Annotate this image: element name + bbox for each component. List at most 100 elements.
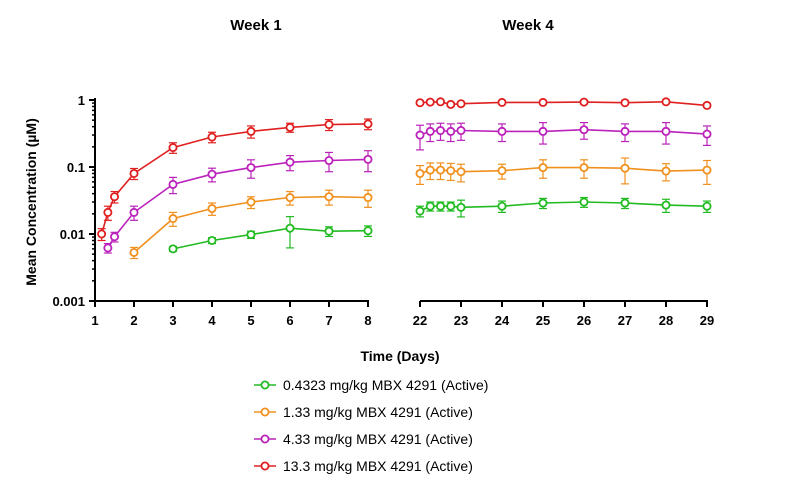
legend-swatch-marker [260, 380, 270, 390]
x-tick-label: 5 [247, 313, 254, 328]
data-point [620, 98, 630, 108]
legend-item: 0.4323 mg/kg MBX 4291 (Active) [254, 377, 488, 393]
data-point [620, 126, 630, 136]
data-point [363, 226, 373, 236]
data-point [661, 166, 671, 176]
data-point [103, 207, 113, 217]
data-point [579, 97, 589, 107]
data-point [661, 126, 671, 136]
x-tick-label: 26 [577, 313, 591, 328]
data-point [446, 99, 456, 109]
legend-label: 0.4323 mg/kg MBX 4291 (Active) [283, 377, 488, 393]
data-point [497, 97, 507, 107]
data-point [285, 193, 295, 203]
data-point [129, 247, 139, 257]
data-point [702, 165, 712, 175]
data-point [363, 193, 373, 203]
data-point [285, 157, 295, 167]
legend: 0.4323 mg/kg MBX 4291 (Active) 1.33 mg/kg… [254, 377, 488, 474]
data-point [446, 201, 456, 211]
data-point [207, 132, 217, 142]
data-point [246, 197, 256, 207]
data-point [324, 120, 334, 130]
y-tick-label: 0.01 [60, 227, 85, 242]
data-point [207, 235, 217, 245]
legend-swatch-marker [260, 461, 270, 471]
x-tick-label: 24 [495, 313, 510, 328]
data-point [207, 169, 217, 179]
x-tick-label: 1 [91, 313, 98, 328]
data-point [425, 126, 435, 136]
data-point [415, 168, 425, 178]
data-point [415, 130, 425, 140]
legend-label: 13.3 mg/kg MBX 4291 (Active) [283, 458, 473, 474]
data-point [415, 206, 425, 216]
series-line [172, 227, 369, 250]
data-point [661, 200, 671, 210]
x-tick-label: 6 [286, 313, 293, 328]
data-point [579, 163, 589, 173]
data-point [661, 97, 671, 107]
data-point [456, 99, 466, 109]
data-point [702, 201, 712, 211]
data-point [620, 198, 630, 208]
data-point [446, 126, 456, 136]
data-point [435, 97, 445, 107]
legend-item: 4.33 mg/kg MBX 4291 (Active) [254, 431, 473, 447]
x-tick-label: 22 [413, 313, 427, 328]
data-point [425, 201, 435, 211]
data-point [538, 97, 548, 107]
x-tick-label: 23 [454, 313, 468, 328]
series-line [100, 123, 369, 235]
x-tick-label: 4 [208, 313, 216, 328]
data-point [246, 230, 256, 240]
data-point [363, 154, 373, 164]
series-group [97, 97, 712, 260]
data-point [168, 244, 178, 254]
data-point [435, 165, 445, 175]
y-axis-title: Mean Concentration (µM) [23, 118, 39, 286]
data-point [415, 98, 425, 108]
data-point [110, 232, 120, 242]
series-4 [97, 97, 712, 242]
x-tick-label: 28 [659, 313, 673, 328]
legend-item: 13.3 mg/kg MBX 4291 (Active) [254, 458, 473, 474]
data-point [425, 97, 435, 107]
x-tick-label: 3 [169, 313, 176, 328]
legend-label: 1.33 mg/kg MBX 4291 (Active) [283, 404, 473, 420]
data-point [207, 204, 217, 214]
legend-item: 1.33 mg/kg MBX 4291 (Active) [254, 404, 473, 420]
series-3 [103, 121, 712, 254]
data-point [129, 207, 139, 217]
legend-swatch-marker [260, 407, 270, 417]
data-point [456, 167, 466, 177]
data-point [285, 223, 295, 233]
x-tick-label: 25 [536, 313, 550, 328]
data-point [497, 166, 507, 176]
data-point [129, 168, 139, 178]
data-point [579, 125, 589, 135]
x-tick-label: 27 [618, 313, 632, 328]
y-tick-label: 0.001 [52, 294, 85, 309]
data-point [425, 165, 435, 175]
data-point [246, 163, 256, 173]
x-axis-title: Time (Days) [360, 348, 439, 364]
data-point [456, 126, 466, 136]
data-point [103, 243, 113, 253]
data-point [497, 126, 507, 136]
data-point [702, 100, 712, 110]
data-point [324, 156, 334, 166]
data-point [538, 126, 548, 136]
x-tick-label: 29 [700, 313, 714, 328]
data-point [446, 166, 456, 176]
data-point [110, 192, 120, 202]
x-tick-label: 8 [364, 313, 371, 328]
x-tick-label: 2 [130, 313, 137, 328]
data-point [620, 163, 630, 173]
data-point [538, 163, 548, 173]
data-point [538, 198, 548, 208]
y-tick-label: 0.1 [67, 160, 85, 175]
data-point [97, 229, 107, 239]
